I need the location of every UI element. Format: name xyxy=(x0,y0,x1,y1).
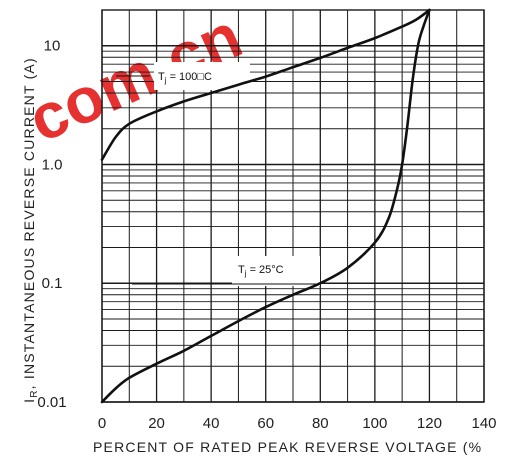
x-tick-label: 120 xyxy=(417,415,442,432)
x-tick-label: 0 xyxy=(98,415,106,432)
x-tick-label: 140 xyxy=(471,415,496,432)
y-axis-label-main: I xyxy=(21,398,37,403)
y-tick-labels: 0.01 0.1 1.0 10 xyxy=(37,38,66,411)
series-line-0 xyxy=(100,8,431,161)
x-tick-labels: 0 20 40 60 80 100 120 140 xyxy=(98,415,497,432)
annotation-25c-label: Tj = 25°C xyxy=(238,264,284,278)
y-tick-label: 0.01 xyxy=(37,394,66,411)
annotation-25c: Tj = 25°C xyxy=(132,256,320,286)
y-tick-label: 1.0 xyxy=(42,156,63,173)
y-axis-label-sub: R xyxy=(29,389,40,397)
annotation-100c-label: Tj = 100□C xyxy=(158,71,212,85)
x-axis-label: PERCENT OF RATED PEAK REVERSE VOLTAGE (% xyxy=(93,439,482,455)
y-axis-label-rest: , INSTANTANEOUS REVERSE CURRENT (A) xyxy=(21,57,37,389)
series-layer xyxy=(100,8,431,404)
y-tick-label: 10 xyxy=(44,38,61,55)
annotation-25c-bg xyxy=(232,256,320,286)
x-tick-label: 60 xyxy=(257,415,274,432)
series-line-1 xyxy=(100,8,431,404)
plot-frame xyxy=(101,9,485,403)
x-tick-label: 100 xyxy=(362,415,387,432)
x-tick-label: 20 xyxy=(148,415,165,432)
y-tick-label: 0.1 xyxy=(42,275,63,292)
x-tick-label: 80 xyxy=(312,415,329,432)
x-tick-label: 40 xyxy=(203,415,220,432)
y-axis-label: IR, INSTANTANEOUS REVERSE CURRENT (A) xyxy=(21,57,40,403)
